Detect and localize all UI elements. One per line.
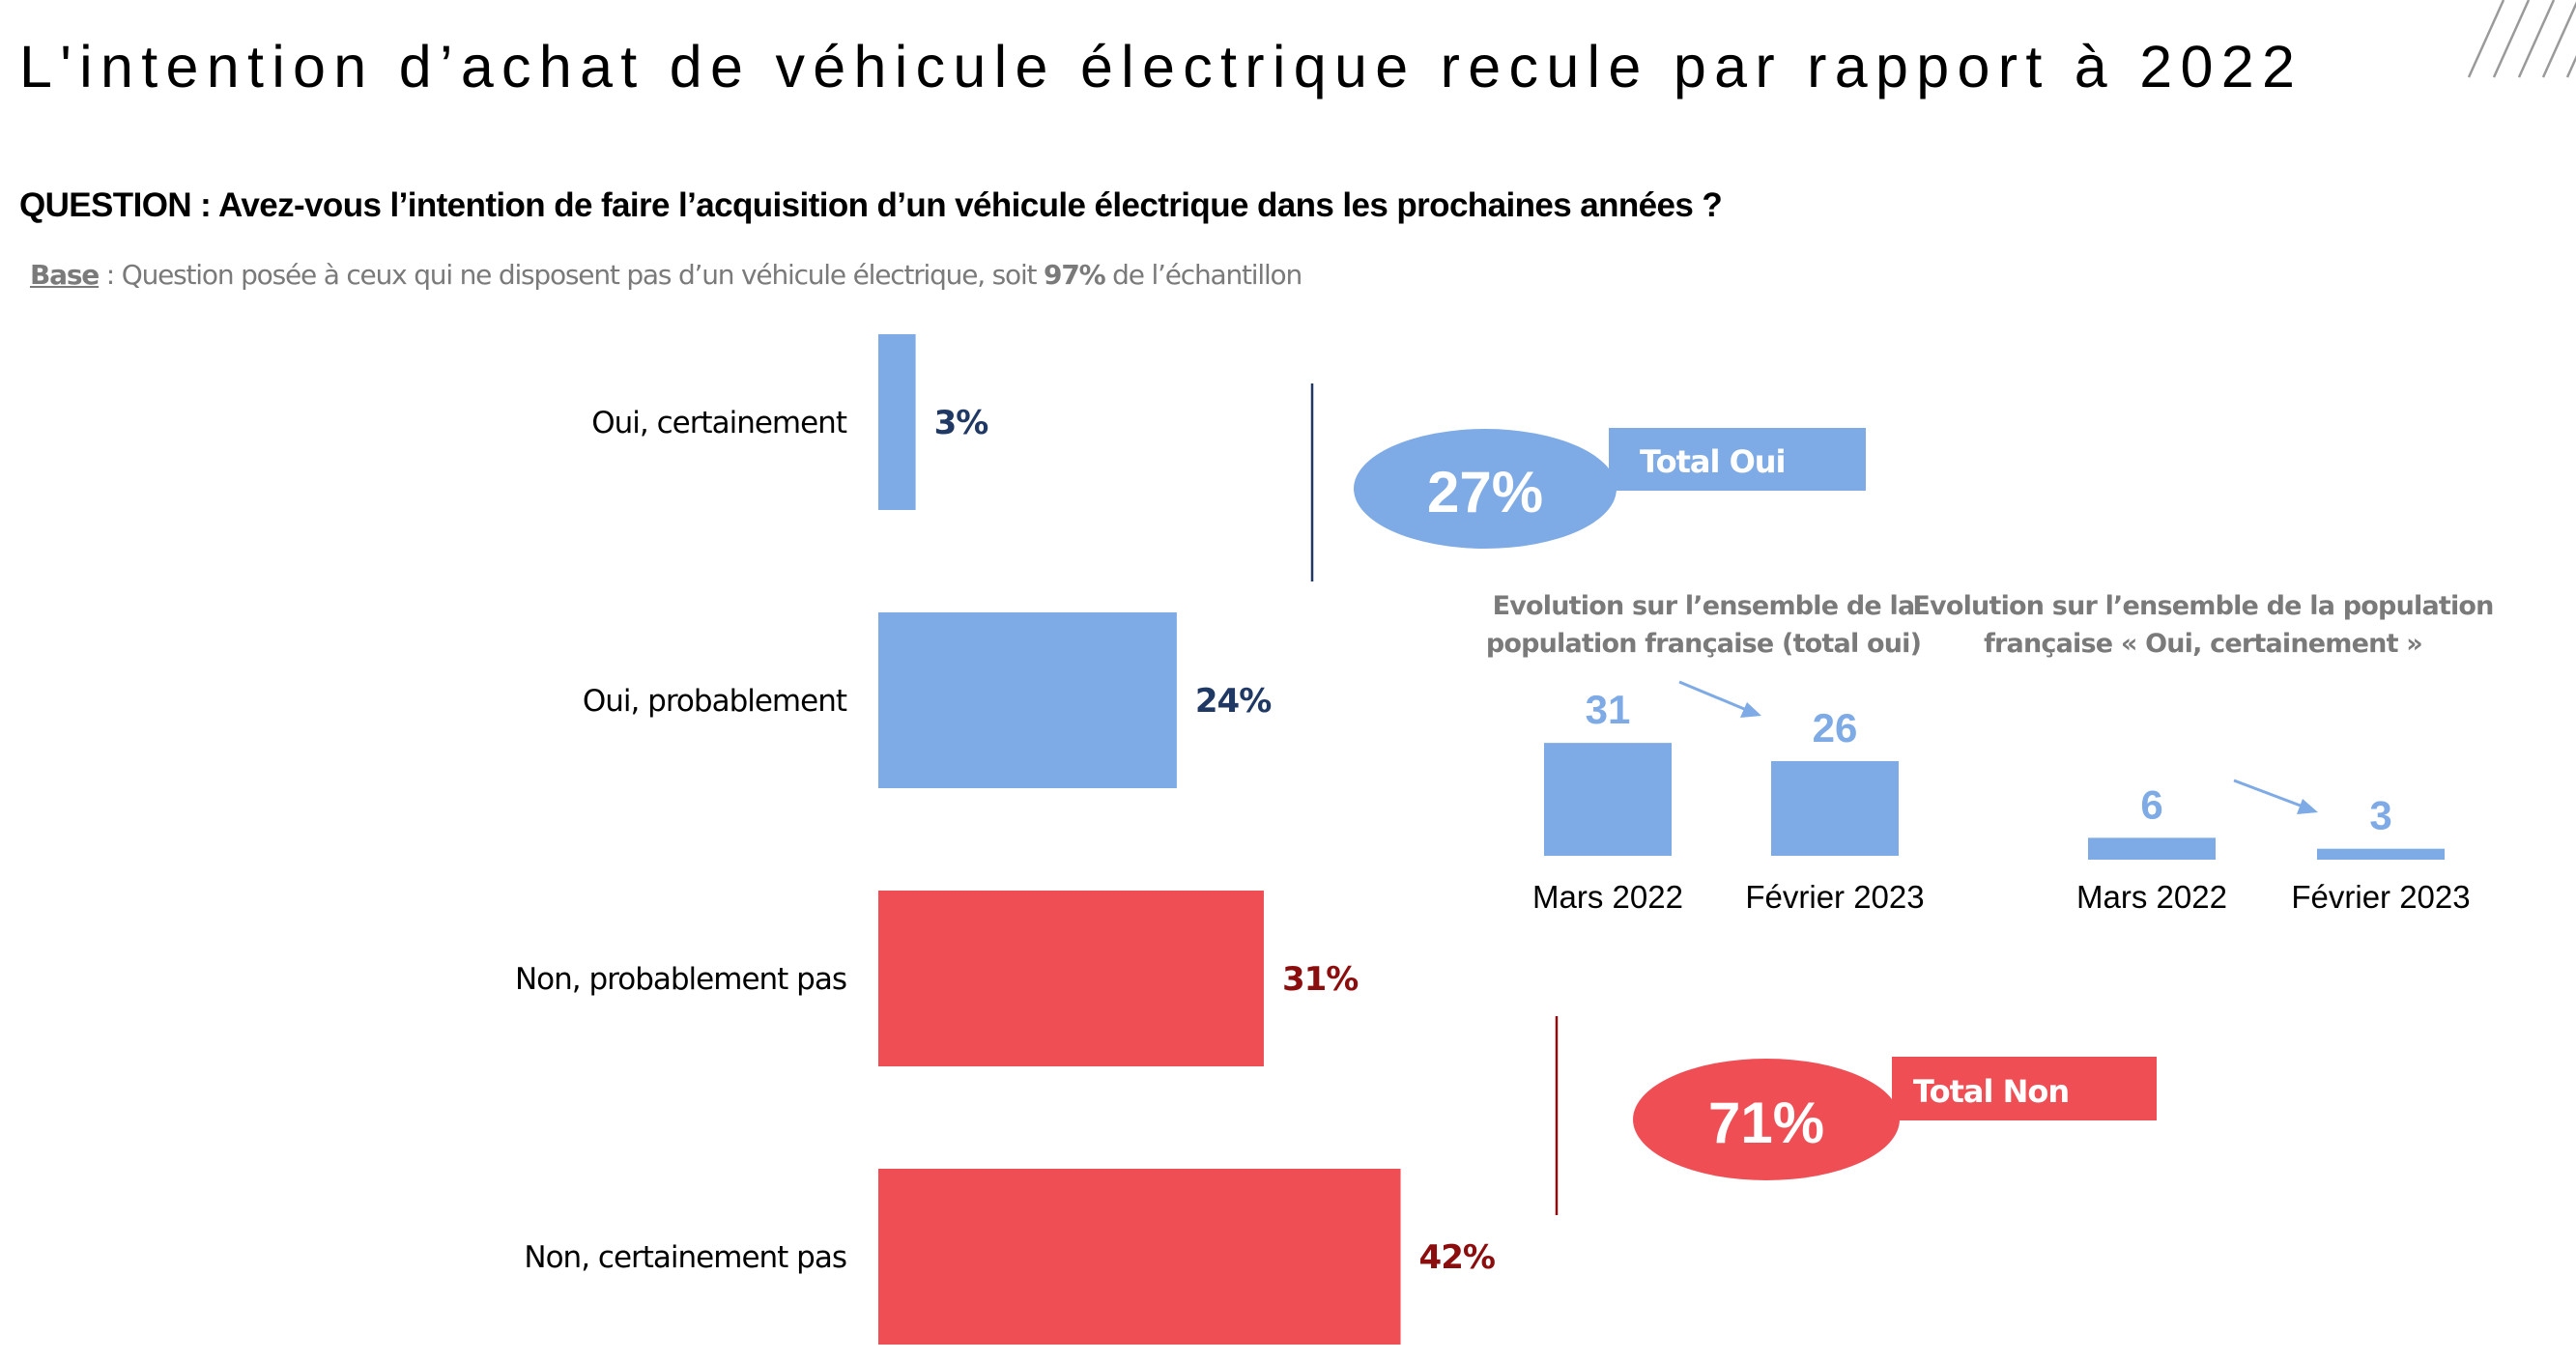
mini-chart-title-line: Evolution sur l’ensemble de la populatio… bbox=[1912, 591, 2493, 621]
mini-category-label: Février 2023 bbox=[1745, 879, 1924, 915]
base-key: Base bbox=[30, 259, 100, 291]
bar-oui-probablement bbox=[878, 612, 1177, 788]
mini-category-label: Mars 2022 bbox=[1532, 879, 1683, 915]
question-text: QUESTION : Avez-vous l’intention de fair… bbox=[19, 186, 1723, 224]
base-note: Base : Question posée à ceux qui ne disp… bbox=[30, 259, 1302, 291]
mini-category-label: Mars 2022 bbox=[2076, 879, 2227, 915]
arrow-head bbox=[1740, 702, 1761, 718]
base-percentage: 97% bbox=[1044, 259, 1106, 291]
slide-title: L'intention d’achat de véhicule électriq… bbox=[19, 34, 2304, 99]
value-label: 3% bbox=[934, 404, 988, 442]
mini-chart-total-oui: Evolution sur l’ensemble de la populatio… bbox=[1486, 591, 1925, 915]
arrow-head bbox=[2297, 799, 2318, 814]
trend-down-arrow-icon bbox=[1678, 680, 1761, 718]
mini-value-label: 26 bbox=[1813, 705, 1858, 751]
value-label: 42% bbox=[1419, 1238, 1495, 1277]
total-oui-value: 27% bbox=[1427, 460, 1543, 524]
mini-bar bbox=[1771, 760, 1899, 856]
mini-chart-title-line: Evolution sur l’ensemble de la bbox=[1493, 591, 1915, 621]
trend-down-arrow-icon bbox=[2233, 779, 2318, 814]
arrow-shaft bbox=[1678, 680, 1750, 713]
mini-value-label: 6 bbox=[2140, 781, 2162, 827]
total-oui-ellipse bbox=[1354, 429, 1617, 549]
bar-non-certainement-pas bbox=[878, 1169, 1401, 1345]
mini-chart-title-line: française « Oui, certainement » bbox=[1984, 629, 2422, 659]
mini-category-label: Février 2023 bbox=[2291, 879, 2470, 915]
mini-chart-bars: 31 Mars 2022 26 Février 2023 bbox=[1532, 687, 1925, 915]
stripe-line bbox=[2541, 1, 2576, 78]
arrow-shaft bbox=[2233, 779, 2306, 809]
stripe-line bbox=[2467, 0, 2505, 78]
mini-bar bbox=[2317, 848, 2445, 860]
category-label: Non, probablement pas bbox=[515, 962, 846, 997]
value-label: 31% bbox=[1282, 960, 1358, 999]
mini-value-label: 31 bbox=[1586, 687, 1631, 732]
mini-bar bbox=[1544, 743, 1672, 856]
mini-value-label: 3 bbox=[2369, 793, 2391, 838]
total-non-callout: 71% Total Non bbox=[1633, 1057, 2157, 1180]
diagonal-stripes-icon bbox=[2467, 0, 2576, 78]
mini-bar bbox=[2088, 837, 2216, 860]
total-non-ellipse bbox=[1633, 1059, 1900, 1180]
bar-non-probablement-pas bbox=[878, 891, 1264, 1066]
total-non-label: Total Non bbox=[1913, 1073, 2069, 1110]
category-label: Oui, certainement bbox=[591, 406, 847, 440]
total-non-value: 71% bbox=[1708, 1091, 1824, 1155]
category-label: Oui, probablement bbox=[583, 684, 847, 719]
stripe-line bbox=[2492, 0, 2531, 78]
mini-chart-bars: 6 Mars 2022 3 Février 2023 bbox=[2076, 781, 2471, 915]
value-label: 24% bbox=[1195, 682, 1271, 721]
total-oui-label-box bbox=[1609, 428, 1866, 491]
total-oui-label: Total Oui bbox=[1640, 443, 1786, 480]
stripe-line bbox=[2517, 0, 2556, 78]
main-bar-chart: Oui, certainement 3% Oui, probablement 24% N… bbox=[515, 334, 1496, 1345]
bar-oui-certainement bbox=[878, 334, 916, 510]
total-non-label-box bbox=[1892, 1057, 2157, 1120]
mini-chart-title-line: population française (total oui) bbox=[1486, 629, 1921, 659]
mini-chart-oui-certainement: Evolution sur l’ensemble de la populatio… bbox=[1912, 591, 2494, 915]
base-text-2: de l’échantillon bbox=[1104, 259, 1302, 291]
base-text-1: : Question posée à ceux qui ne disposent… bbox=[99, 259, 1045, 291]
total-oui-callout: 27% Total Oui bbox=[1354, 428, 1866, 549]
stripe-line bbox=[2565, 54, 2576, 78]
category-label: Non, certainement pas bbox=[524, 1240, 846, 1275]
